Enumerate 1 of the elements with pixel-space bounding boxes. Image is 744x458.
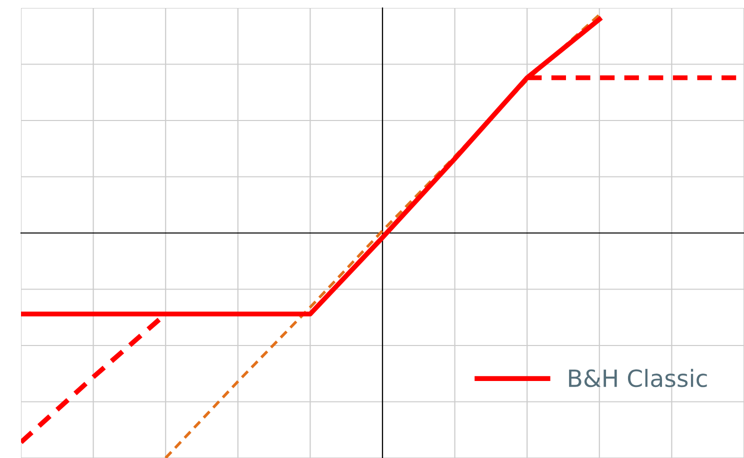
legend-label: B&H Classic — [569, 368, 707, 388]
